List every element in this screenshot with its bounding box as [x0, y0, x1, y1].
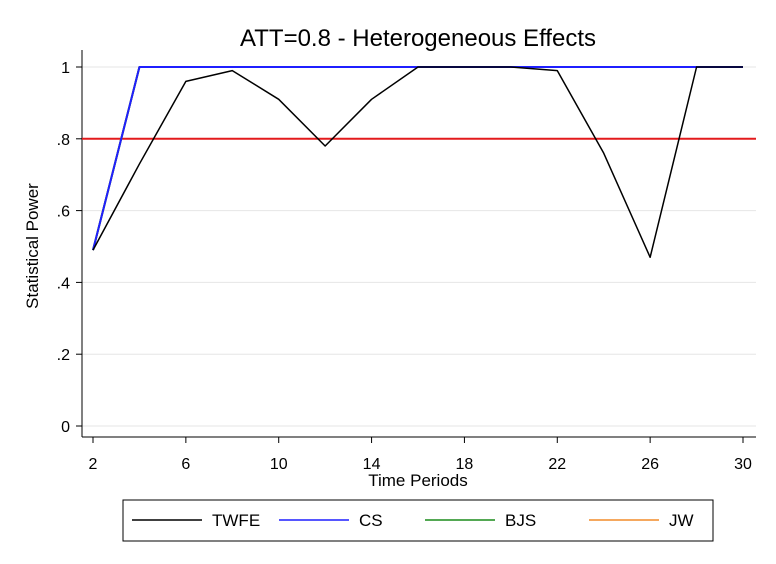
y-axis-title: Statistical Power [23, 183, 42, 309]
y-tick-label: .8 [57, 132, 70, 149]
legend: TWFE CS BJS JW [132, 511, 694, 530]
x-tick-label: 2 [89, 456, 98, 473]
series-lines [92, 66, 743, 259]
chart-title: ATT=0.8 - Heterogeneous Effects [240, 25, 596, 52]
series-line-cs [92, 66, 743, 251]
y-tick-label: .6 [57, 204, 70, 221]
y-tick-label: .4 [57, 275, 70, 292]
legend-label-twfe: TWFE [212, 511, 260, 530]
x-tick-label: 6 [181, 456, 190, 473]
x-tick-label: 30 [734, 456, 752, 473]
x-tick-label: 10 [270, 456, 288, 473]
series-line-twfe [92, 66, 743, 259]
series-line-jw [92, 66, 743, 251]
x-axis-title: Time Periods [368, 471, 468, 490]
x-tick-label: 26 [641, 456, 659, 473]
x-tick-label: 22 [548, 456, 566, 473]
y-axis-ticks: 0 .2 .4 .6 .8 1 [57, 60, 82, 436]
y-tick-label: 0 [61, 419, 70, 436]
x-tick-label: 14 [363, 456, 381, 473]
legend-label-bjs: BJS [505, 511, 536, 530]
series-line-bjs [92, 66, 743, 251]
x-axis-ticks: 2 6 10 14 18 22 26 30 [89, 437, 752, 473]
y-tick-label: 1 [61, 60, 70, 77]
x-tick-label: 18 [456, 456, 474, 473]
gridlines [82, 66, 756, 427]
y-tick-label: .2 [57, 347, 70, 364]
legend-label-cs: CS [359, 511, 383, 530]
legend-label-jw: JW [669, 511, 694, 530]
